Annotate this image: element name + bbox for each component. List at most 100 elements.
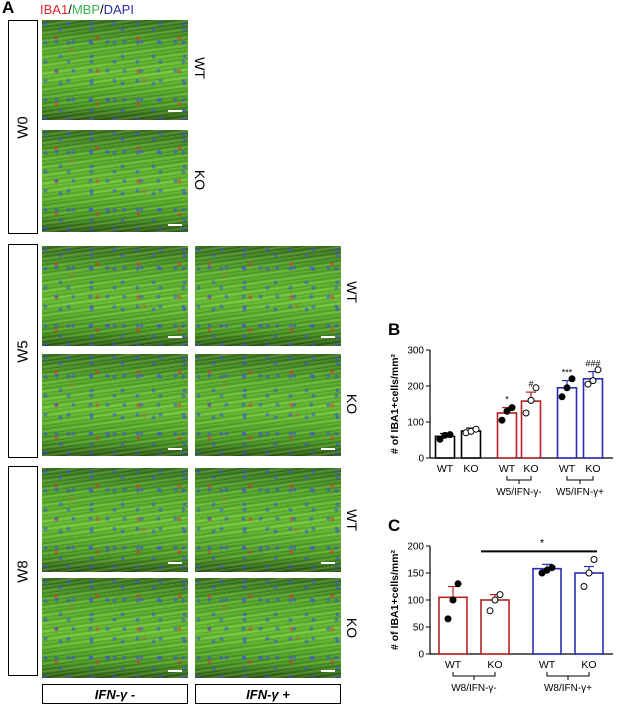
data-point [522,409,530,417]
group-label: W5/IFN-γ- [496,487,542,498]
group-label: W8/IFN-γ+ [544,683,592,694]
micrograph-w8-wt-ifn-minus [42,468,188,572]
data-point [486,607,494,615]
micrograph-w0-ko [42,130,188,232]
x-tick-label: KO [585,463,600,475]
group-bracket [566,476,594,481]
x-tick-label: WT [499,463,516,475]
row-label-w0-wt: WT [192,57,208,79]
data-point [584,380,592,388]
row-label-w8-wt: WT [344,509,360,531]
row-label-w8-ko: KO [344,617,360,639]
condition-ifn-plus: IFN-γ + [195,684,341,704]
panel-b-label: B [388,320,401,339]
bar [520,400,542,459]
bar [438,596,468,655]
y-tick-label: 100 [407,596,424,607]
stain-dapi: DAPI [103,2,134,17]
timepoint-box-w5: W5 [8,244,38,458]
group-label: W8/IFN-γ- [451,683,497,694]
scale-bar [321,670,335,672]
scale-bar [168,110,182,112]
scale-bar [168,224,182,226]
y-tick-label: 100 [407,418,424,429]
timepoint-label-w8: W8 [14,560,32,583]
micrograph-w8-ko-ifn-minus [42,578,188,678]
data-point [508,404,516,412]
data-point [594,366,602,374]
y-tick-label: 200 [407,542,424,553]
bar [574,572,604,655]
data-point [444,615,452,623]
x-tick-label: KO [523,463,538,475]
data-point [589,377,597,385]
data-point [449,596,457,604]
x-tick-label: WT [559,463,576,475]
scale-bar [168,336,182,338]
scale-bar [168,562,182,564]
micrograph-w5-ko-ifn-plus [195,354,341,456]
data-point [436,435,444,443]
data-point [568,375,576,383]
x-tick-label: KO [487,659,502,671]
micrograph-w5-ko-ifn-minus [42,354,188,456]
timepoint-label-w0: W0 [14,116,32,139]
y-tick-label: 150 [407,569,424,580]
significance-label: * [505,395,509,405]
data-point [491,596,499,604]
data-point [580,583,588,590]
timepoint-box-w8: W8 [8,466,38,676]
data-point [532,384,540,392]
chart-b: 0 100 200 300 # of IBA1+cells/mm² WT KO * WT # KO *… [389,346,613,498]
bar [480,599,510,655]
stain-separator: / [99,2,104,17]
micrograph-w0-wt [42,20,188,120]
data-point [590,556,598,563]
data-point [496,591,504,599]
condition-ifn-minus: IFN-γ - [42,684,188,704]
scale-bar [168,448,182,450]
x-tick-label: KO [581,659,596,671]
micrograph-w5-wt-ifn-plus [195,246,341,346]
group-bracket [452,672,496,677]
data-point [498,416,506,424]
y-axis-label: # of IBA1+cells/mm² [389,353,401,454]
data-point [503,407,511,415]
row-label-w0-ko: KO [192,169,208,191]
y-tick-label: 0 [418,454,424,465]
scale-bar [321,336,335,338]
significance-label: # [528,379,533,389]
stain-iba1: IBA1 [40,2,69,17]
significance-label: ### [585,359,600,369]
chart-c: 0 50 100 150 200 # of IBA1+cells/mm² WT KO WT KO W… [389,537,613,694]
group-bracket [506,476,532,481]
micrograph-w5-wt-ifn-minus [42,246,188,346]
scale-bar [321,448,335,450]
y-tick-label: 300 [407,346,424,357]
y-tick-label: 200 [407,382,424,393]
group-label: W5/IFN-γ+ [556,487,604,498]
scale-bar [168,670,182,672]
data-point [472,425,480,433]
x-tick-label: WT [539,659,556,671]
data-point [527,396,535,404]
scale-bar [321,562,335,564]
data-point [454,580,462,588]
bar [532,567,562,655]
group-bracket [546,672,590,677]
data-point [548,564,556,572]
stain-legend: IBA1/MBP/DAPI [40,2,134,17]
comparison-significance: * [540,537,545,549]
row-label-w5-ko: KO [344,393,360,415]
stain-mbp: MBP [71,2,100,17]
panel-c-label: C [388,516,401,535]
data-point [446,431,454,439]
micrograph-w8-ko-ifn-plus [195,578,341,678]
y-tick-label: 0 [418,650,424,661]
y-tick-label: 50 [413,623,425,634]
row-label-w5-wt: WT [344,281,360,303]
bar [582,377,604,459]
significance-label: *** [562,368,573,378]
y-axis-label: # of IBA1+cells/mm² [389,549,401,650]
x-tick-label: KO [463,463,478,475]
